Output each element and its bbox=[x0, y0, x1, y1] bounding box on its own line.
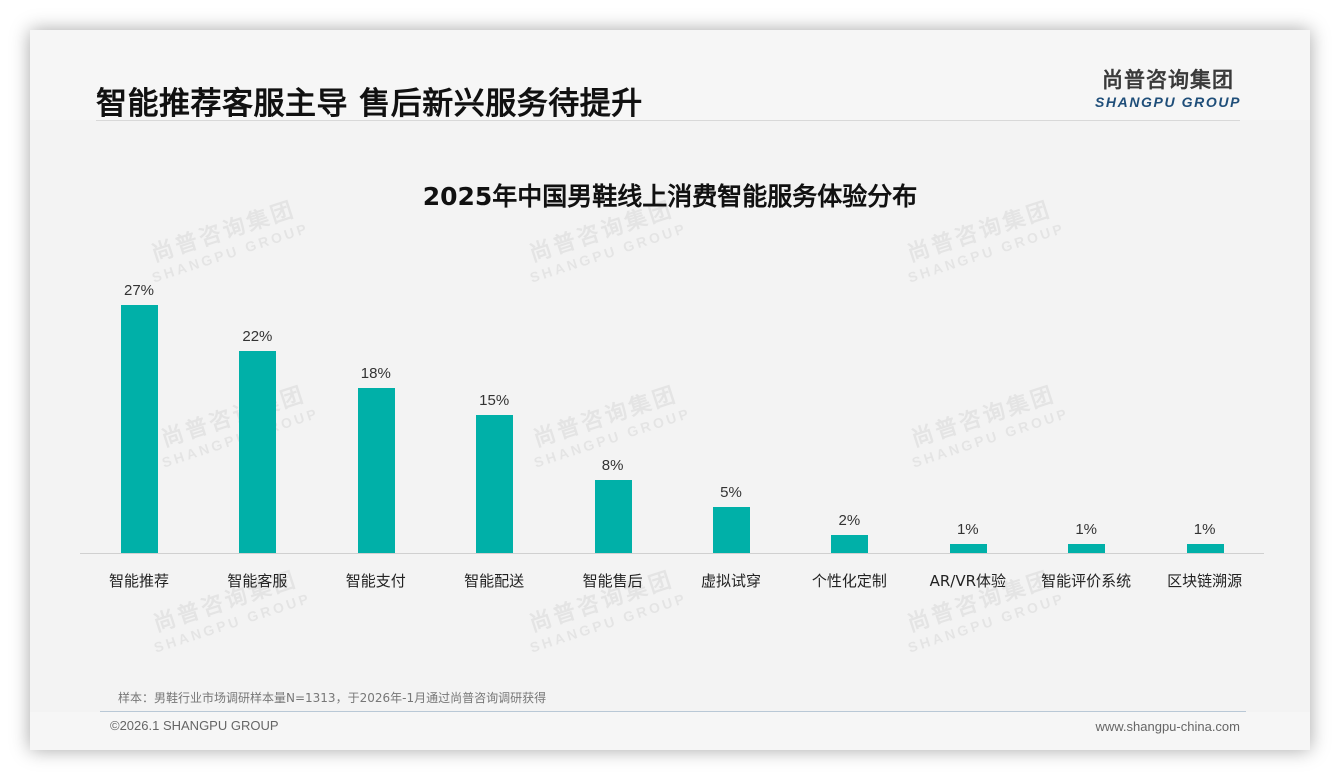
bar-value-label: 1% bbox=[956, 520, 979, 538]
website-link[interactable]: www.shangpu-china.com bbox=[1095, 719, 1240, 734]
logo-chinese-text: 尚普咨询集团 bbox=[1102, 68, 1234, 92]
bar-value-label: 18% bbox=[360, 364, 391, 382]
bar-group: 2% bbox=[790, 509, 908, 553]
header-band bbox=[30, 30, 1310, 120]
title-divider bbox=[96, 120, 1240, 121]
category-label: AR/VR体验 bbox=[929, 572, 1006, 590]
category-label: 个性化定制 bbox=[811, 572, 887, 590]
category-label: 智能推荐 bbox=[108, 572, 169, 590]
sample-note: 样本：男鞋行业市场调研样本量N=1313，于2026年-1月通过尚普咨询调研获得 bbox=[118, 691, 547, 705]
bar-group: 1% bbox=[1027, 518, 1145, 553]
bar-value-label: 5% bbox=[720, 484, 742, 502]
bar[interactable] bbox=[594, 479, 632, 553]
bar[interactable] bbox=[949, 543, 987, 553]
bar[interactable] bbox=[831, 534, 869, 553]
bar-group: 27% bbox=[80, 279, 198, 553]
category-label: 区块链溯源 bbox=[1167, 572, 1243, 590]
bar-group: 1% bbox=[1146, 518, 1264, 553]
category-label: 智能售后 bbox=[582, 572, 643, 590]
bar-value-label: 1% bbox=[1075, 520, 1098, 538]
bar-group: 18% bbox=[317, 362, 435, 553]
bar-group: 8% bbox=[554, 454, 672, 553]
x-axis-line bbox=[80, 553, 1264, 554]
chart-title: 2025年中国男鞋线上消费智能服务体验分布 bbox=[422, 182, 918, 211]
bar-chart-plot-area: 27% 22% 18% 15% 8% 5% 2% 1% 1% 1% bbox=[80, 280, 1264, 554]
bar-group: 15% bbox=[435, 389, 553, 553]
copyright-text: ©2026.1 SHANGPU GROUP bbox=[110, 718, 279, 733]
bar[interactable] bbox=[713, 507, 750, 553]
bar[interactable] bbox=[239, 350, 277, 553]
bar-value-label: 22% bbox=[242, 327, 273, 345]
bar-group: 22% bbox=[198, 325, 316, 553]
footer-band bbox=[30, 712, 1310, 750]
bar-value-label: 2% bbox=[838, 511, 861, 529]
bar-value-label: 8% bbox=[601, 456, 624, 474]
bar[interactable] bbox=[476, 415, 514, 553]
company-logo: 尚普咨询集团 SHANGPU GROUP bbox=[1088, 64, 1248, 110]
bar-value-label: 15% bbox=[479, 392, 510, 410]
page-title: 智能推荐客服主导 售后新兴服务待提升 bbox=[96, 86, 643, 122]
logo-english-text: SHANGPU GROUP bbox=[1094, 94, 1242, 110]
category-label: 智能客服 bbox=[227, 572, 288, 590]
category-label: 智能评价系统 bbox=[1041, 572, 1132, 590]
category-label: 智能配送 bbox=[464, 572, 525, 590]
bar[interactable] bbox=[1186, 543, 1224, 553]
bar[interactable] bbox=[121, 305, 158, 553]
bar[interactable] bbox=[1068, 543, 1106, 553]
bar-value-label: 27% bbox=[123, 282, 155, 299]
bar-group: 1% bbox=[909, 518, 1027, 553]
category-label: 智能支付 bbox=[345, 572, 406, 590]
slide: 智能推荐客服主导 售后新兴服务待提升 尚普咨询集团 SHANGPU GROUP … bbox=[30, 30, 1310, 750]
footer-divider bbox=[100, 711, 1246, 712]
bar[interactable] bbox=[357, 387, 395, 553]
category-label: 虚拟试穿 bbox=[700, 572, 761, 590]
bar-value-label: 1% bbox=[1193, 520, 1216, 538]
bar-group: 5% bbox=[672, 481, 790, 553]
